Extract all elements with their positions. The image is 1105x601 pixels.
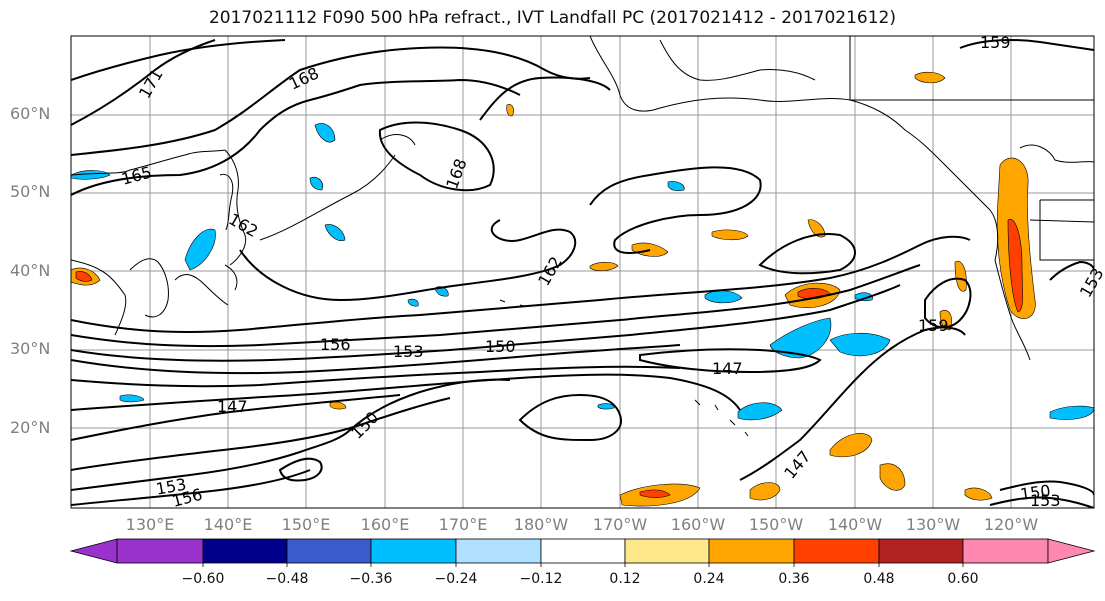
lat-label-50n: 50°N bbox=[10, 182, 51, 201]
lon-label-120w: 120°W bbox=[983, 515, 1039, 534]
contour-label: 147 bbox=[712, 359, 743, 378]
contour-label: 168 bbox=[286, 63, 322, 93]
colorbar bbox=[69, 538, 1096, 567]
contour-label: 147 bbox=[217, 397, 248, 416]
contour-label: 162 bbox=[225, 209, 261, 241]
lon-label-150w: 150°W bbox=[748, 515, 804, 534]
lon-label-130e: 130°E bbox=[125, 515, 175, 534]
lat-label-30n: 30°N bbox=[10, 339, 51, 358]
gridlines bbox=[71, 36, 1094, 508]
lon-label-160w: 160°W bbox=[670, 515, 726, 534]
contour-label: 165 bbox=[119, 162, 153, 188]
lon-label-140w: 140°W bbox=[827, 515, 883, 534]
lon-label-130w: 130°W bbox=[905, 515, 961, 534]
coastlines bbox=[71, 36, 1094, 437]
contour-label: 150 bbox=[485, 337, 516, 356]
positive-anomaly-patches bbox=[71, 71, 1036, 507]
colorbar-tick-label: 0.48 bbox=[863, 571, 895, 587]
lon-label-170e: 170°E bbox=[438, 515, 488, 534]
colorbar-tick-label: −0.48 bbox=[265, 571, 309, 587]
contour-label: 153 bbox=[393, 342, 424, 361]
lon-label-140e: 140°E bbox=[203, 515, 253, 534]
colorbar-max-extend bbox=[1047, 538, 1096, 564]
colorbar-tick-label: −0.36 bbox=[349, 571, 393, 587]
lon-label-180w: 180°W bbox=[513, 515, 569, 534]
contour-label: 156 bbox=[320, 335, 351, 354]
colorbar-tick-label: 0.36 bbox=[778, 571, 810, 587]
lon-label-170w: 170°W bbox=[592, 515, 648, 534]
negative-anomaly-patches bbox=[71, 123, 1094, 421]
contour-label: 147 bbox=[780, 447, 814, 483]
colorbar-tick-label: 0.12 bbox=[609, 571, 641, 587]
lat-label-20n: 20°N bbox=[10, 418, 51, 437]
contour-label: 150 bbox=[1019, 481, 1052, 504]
map-title: 2017021112 F090 500 hPa refract., IVT La… bbox=[208, 8, 896, 28]
height-contours bbox=[71, 39, 1094, 508]
contour-label: 171 bbox=[135, 66, 167, 102]
contour-label: 168 bbox=[442, 156, 470, 191]
lon-label-160e: 160°E bbox=[360, 515, 410, 534]
contour-label: 153 bbox=[1030, 491, 1061, 510]
colorbar-tick-label: −0.24 bbox=[434, 571, 478, 587]
colorbar-min-extend bbox=[69, 538, 118, 564]
contour-label: 159 bbox=[980, 33, 1011, 52]
contour-label: 153 bbox=[1076, 265, 1105, 301]
lat-label-60n: 60°N bbox=[10, 104, 51, 123]
colorbar-tick-label: −0.60 bbox=[181, 571, 225, 587]
colorbar-tick-label: 0.60 bbox=[947, 571, 979, 587]
lon-label-150e: 150°E bbox=[281, 515, 331, 534]
contour-label: 159 bbox=[918, 316, 949, 335]
colorbar-tick-label: 0.24 bbox=[693, 571, 725, 587]
lat-label-40n: 40°N bbox=[10, 261, 51, 280]
map-frame bbox=[70, 35, 1095, 509]
colorbar-tick-label: −0.12 bbox=[519, 571, 563, 587]
contour-label: 150 bbox=[347, 408, 382, 443]
